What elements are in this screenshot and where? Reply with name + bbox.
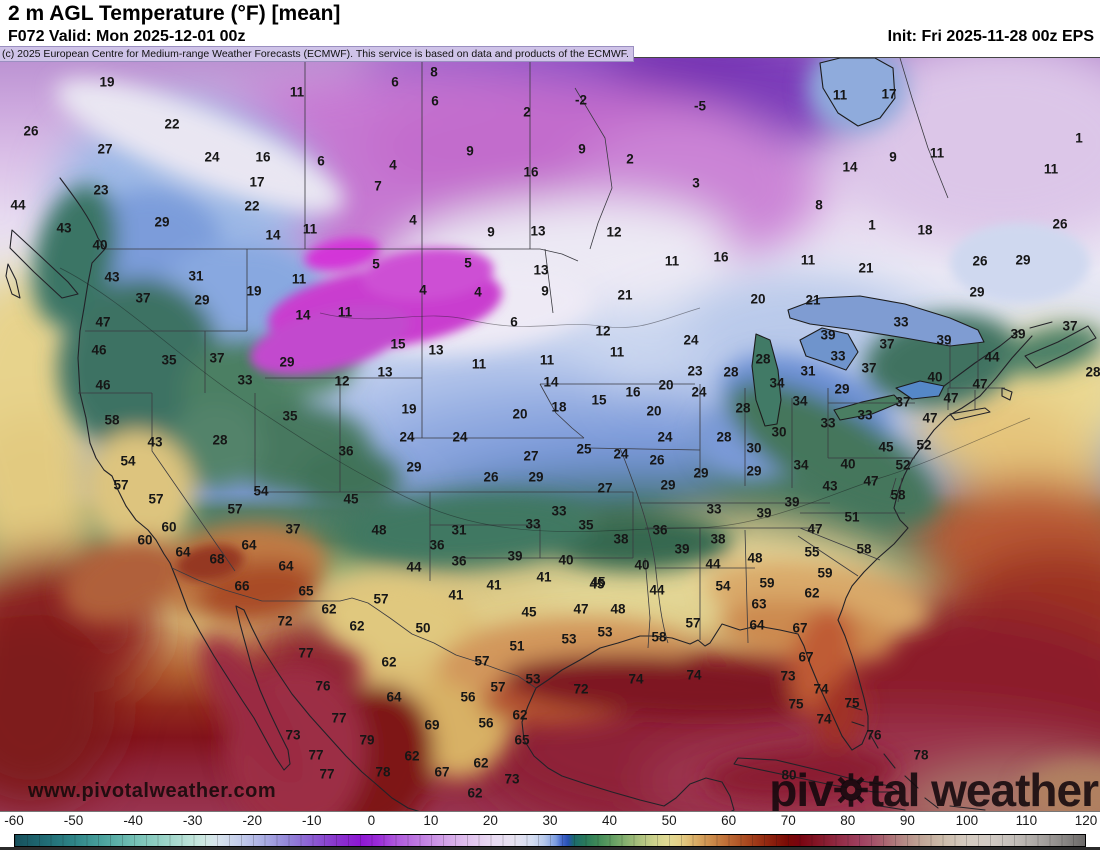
brand-text-post: tal weather — [868, 764, 1099, 812]
pivotal-weather-logo: piv tal weather — [769, 763, 1099, 812]
page-title: 2 m AGL Temperature (°F) [mean] — [8, 2, 341, 25]
great-lakes — [751, 58, 985, 427]
colorbar: -60 -50 -40 -30 -20 -10 0 10 20 30 40 50 60 70 80 90 100… — [0, 812, 1100, 850]
colorbar-tick: 60 — [721, 813, 737, 828]
colorbar-tick: 40 — [602, 813, 618, 828]
bottom-edge-line — [0, 847, 1100, 850]
contour-lines — [59, 267, 1031, 532]
field-large-airmasses — [0, 58, 1100, 811]
colorbar-tick: 30 — [542, 813, 558, 828]
colorbar-tick: 120 — [1074, 813, 1098, 828]
colorbar-gradient — [14, 834, 1086, 847]
colorbar-tick-labels: -60 -50 -40 -30 -20 -10 0 10 20 30 40 50 60 70 80 90 100… — [4, 813, 1097, 830]
site-url-watermark: www.pivotalweather.com — [28, 780, 277, 802]
colorbar-tick: 100 — [955, 813, 979, 828]
colorbar-tick: 90 — [899, 813, 915, 828]
forecast-valid-time: F072 Valid: Mon 2025-12-01 00z — [8, 28, 246, 45]
colorbar-tick: 110 — [1015, 813, 1038, 828]
colorbar-tick: 70 — [780, 813, 796, 828]
colorbar-tick: -20 — [242, 813, 262, 828]
brand-text-pre: piv — [769, 764, 833, 812]
colorbar-tick: -40 — [123, 813, 143, 828]
colorbar-tick: -50 — [63, 813, 84, 828]
forecast-map: www.pivotalweather.com piv tal weather — [0, 57, 1100, 812]
coastlines — [5, 177, 1097, 811]
colorbar-tick: -30 — [182, 813, 203, 828]
colorbar-tick: 50 — [661, 813, 677, 828]
state-borders — [78, 58, 1005, 689]
colorbar-tick: 20 — [482, 813, 498, 828]
gear-icon — [833, 764, 868, 807]
colorbar-segment-lines — [15, 835, 1085, 846]
colorbar-tick: -60 — [4, 813, 24, 828]
temperature-field — [0, 58, 1100, 811]
field-cold-ridge — [176, 223, 1090, 582]
colorbar-tick: -10 — [302, 813, 322, 828]
colorbar-tick: 80 — [840, 813, 856, 828]
model-init-time: Init: Fri 2025-11-28 00z EPS — [887, 28, 1094, 45]
ecmwf-copyright: (c) 2025 European Centre for Medium-rang… — [0, 46, 634, 62]
colorbar-tick: 0 — [367, 813, 376, 828]
colorbar-tick: 10 — [423, 813, 439, 828]
